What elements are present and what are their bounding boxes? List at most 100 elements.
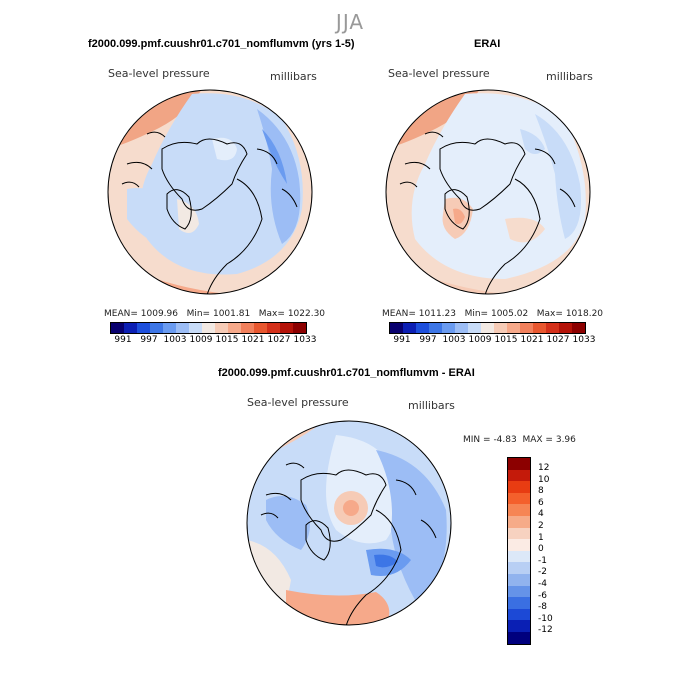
colorbar-tick-label: 1021 bbox=[241, 335, 265, 345]
colorbar-tick-label: 2 bbox=[538, 520, 544, 531]
diff-variable-label: Sea-level pressure bbox=[247, 396, 349, 409]
colorbar-swatch bbox=[390, 323, 403, 333]
left-min-label: Min= bbox=[186, 309, 211, 319]
colorbar-tick-label: 997 bbox=[419, 335, 437, 345]
diff-stats: MIN = -4.83 MAX = 3.96 bbox=[463, 435, 576, 445]
left-max-label: Max= bbox=[258, 309, 285, 319]
colorbar-tick-label: 1 bbox=[538, 532, 544, 543]
diff-max-value: 3.96 bbox=[555, 435, 576, 445]
colorbar-swatch bbox=[202, 323, 215, 333]
colorbar-swatch bbox=[293, 323, 306, 333]
left-colorbar bbox=[110, 322, 307, 334]
right-colorbar bbox=[389, 322, 586, 334]
left-panel-title: f2000.099.pmf.cuushr01.c701_nomflumvm (y… bbox=[88, 38, 355, 50]
colorbar-tick-label: 1003 bbox=[442, 335, 466, 345]
colorbar-tick-label: 4 bbox=[538, 509, 544, 520]
season-title: JJA bbox=[335, 10, 365, 34]
colorbar-swatch bbox=[150, 323, 163, 333]
colorbar-tick-label: 12 bbox=[538, 463, 550, 473]
colorbar-swatch bbox=[228, 323, 241, 333]
right-mean-label: MEAN= bbox=[382, 309, 416, 319]
left-units-label: millibars bbox=[270, 70, 317, 83]
colorbar-swatch bbox=[508, 515, 530, 528]
colorbar-tick-label: -4 bbox=[538, 578, 547, 589]
colorbar-tick-label: 0 bbox=[538, 544, 544, 555]
colorbar-swatch bbox=[267, 323, 280, 333]
colorbar-swatch bbox=[189, 323, 202, 333]
left-max-value: 1022.30 bbox=[287, 309, 326, 319]
colorbar-tick-label: -12 bbox=[538, 625, 553, 636]
left-polar-map bbox=[107, 89, 313, 295]
colorbar-tick-label: 997 bbox=[140, 335, 158, 345]
colorbar-swatch bbox=[163, 323, 176, 333]
diff-min-label: MIN = bbox=[463, 435, 491, 445]
colorbar-tick-label: 1033 bbox=[572, 335, 596, 345]
colorbar-swatch bbox=[481, 323, 494, 333]
left-min-value: 1001.81 bbox=[212, 309, 251, 319]
colorbar-swatch bbox=[533, 323, 546, 333]
right-min-label: Min= bbox=[464, 309, 489, 319]
colorbar-swatch bbox=[508, 620, 530, 632]
colorbar-swatch bbox=[508, 550, 530, 563]
colorbar-tick-label: 8 bbox=[538, 486, 544, 497]
colorbar-swatch bbox=[176, 323, 189, 333]
diff-colorbar bbox=[507, 457, 531, 645]
left-colorbar-labels: 991 997 1003 1009 1015 1021 1027 1033 bbox=[110, 335, 318, 345]
colorbar-swatch bbox=[455, 323, 468, 333]
right-stats: MEAN= 1011.23 Min= 1005.02 Max= 1018.20 bbox=[382, 309, 603, 319]
colorbar-tick-label: 1027 bbox=[546, 335, 570, 345]
colorbar-swatch bbox=[507, 323, 520, 333]
colorbar-tick-label: -6 bbox=[538, 590, 547, 601]
right-mean-value: 1011.23 bbox=[418, 309, 456, 319]
colorbar-tick-label: 1021 bbox=[520, 335, 544, 345]
colorbar-swatch bbox=[508, 458, 530, 470]
colorbar-swatch bbox=[546, 323, 559, 333]
right-units-label: millibars bbox=[546, 70, 593, 83]
diff-min-value: -4.83 bbox=[493, 435, 517, 445]
left-mean-value: 1009.96 bbox=[140, 309, 178, 319]
colorbar-swatch bbox=[508, 492, 530, 505]
colorbar-swatch bbox=[280, 323, 293, 333]
colorbar-swatch bbox=[124, 323, 137, 333]
left-stats: MEAN= 1009.96 Min= 1001.81 Max= 1022.30 bbox=[104, 309, 325, 319]
diff-max-label: MAX = bbox=[522, 435, 553, 445]
colorbar-swatch bbox=[494, 323, 507, 333]
right-max-value: 1018.20 bbox=[565, 309, 604, 319]
colorbar-swatch bbox=[508, 631, 530, 644]
colorbar-swatch bbox=[442, 323, 455, 333]
colorbar-tick-label: 1033 bbox=[293, 335, 317, 345]
diff-units-label: millibars bbox=[408, 399, 455, 412]
colorbar-tick-label: 1015 bbox=[215, 335, 239, 345]
colorbar-swatch bbox=[508, 527, 530, 540]
right-min-value: 1005.02 bbox=[490, 309, 529, 319]
colorbar-swatch bbox=[508, 597, 530, 609]
colorbar-swatch bbox=[254, 323, 267, 333]
left-mean-label: MEAN= bbox=[104, 309, 138, 319]
colorbar-swatch bbox=[468, 323, 481, 333]
right-max-label: Max= bbox=[536, 309, 563, 319]
colorbar-tick-label: 1009 bbox=[468, 335, 492, 345]
colorbar-tick-label: -2 bbox=[538, 567, 547, 578]
colorbar-tick-label: 1003 bbox=[163, 335, 187, 345]
colorbar-tick-label: 6 bbox=[538, 497, 544, 508]
colorbar-tick-label: -8 bbox=[538, 602, 547, 613]
left-variable-label: Sea-level pressure bbox=[108, 67, 210, 80]
colorbar-swatch bbox=[508, 504, 530, 516]
colorbar-swatch bbox=[508, 608, 530, 621]
colorbar-tick-label: 1009 bbox=[189, 335, 213, 345]
diff-panel-title: f2000.099.pmf.cuushr01.c701_nomflumvm - … bbox=[218, 367, 475, 379]
colorbar-swatch bbox=[508, 573, 530, 586]
colorbar-tick-label: 1027 bbox=[267, 335, 291, 345]
colorbar-swatch bbox=[403, 323, 416, 333]
colorbar-swatch bbox=[572, 323, 585, 333]
diff-polar-map bbox=[246, 420, 452, 626]
colorbar-tick-label: 991 bbox=[114, 335, 132, 345]
right-polar-map bbox=[385, 89, 591, 295]
colorbar-swatch bbox=[508, 539, 530, 551]
colorbar-swatch bbox=[559, 323, 572, 333]
colorbar-tick-label: 10 bbox=[538, 474, 550, 485]
right-variable-label: Sea-level pressure bbox=[388, 67, 490, 80]
colorbar-swatch bbox=[429, 323, 442, 333]
right-colorbar-labels: 991 997 1003 1009 1015 1021 1027 1033 bbox=[389, 335, 597, 345]
colorbar-swatch bbox=[215, 323, 228, 333]
